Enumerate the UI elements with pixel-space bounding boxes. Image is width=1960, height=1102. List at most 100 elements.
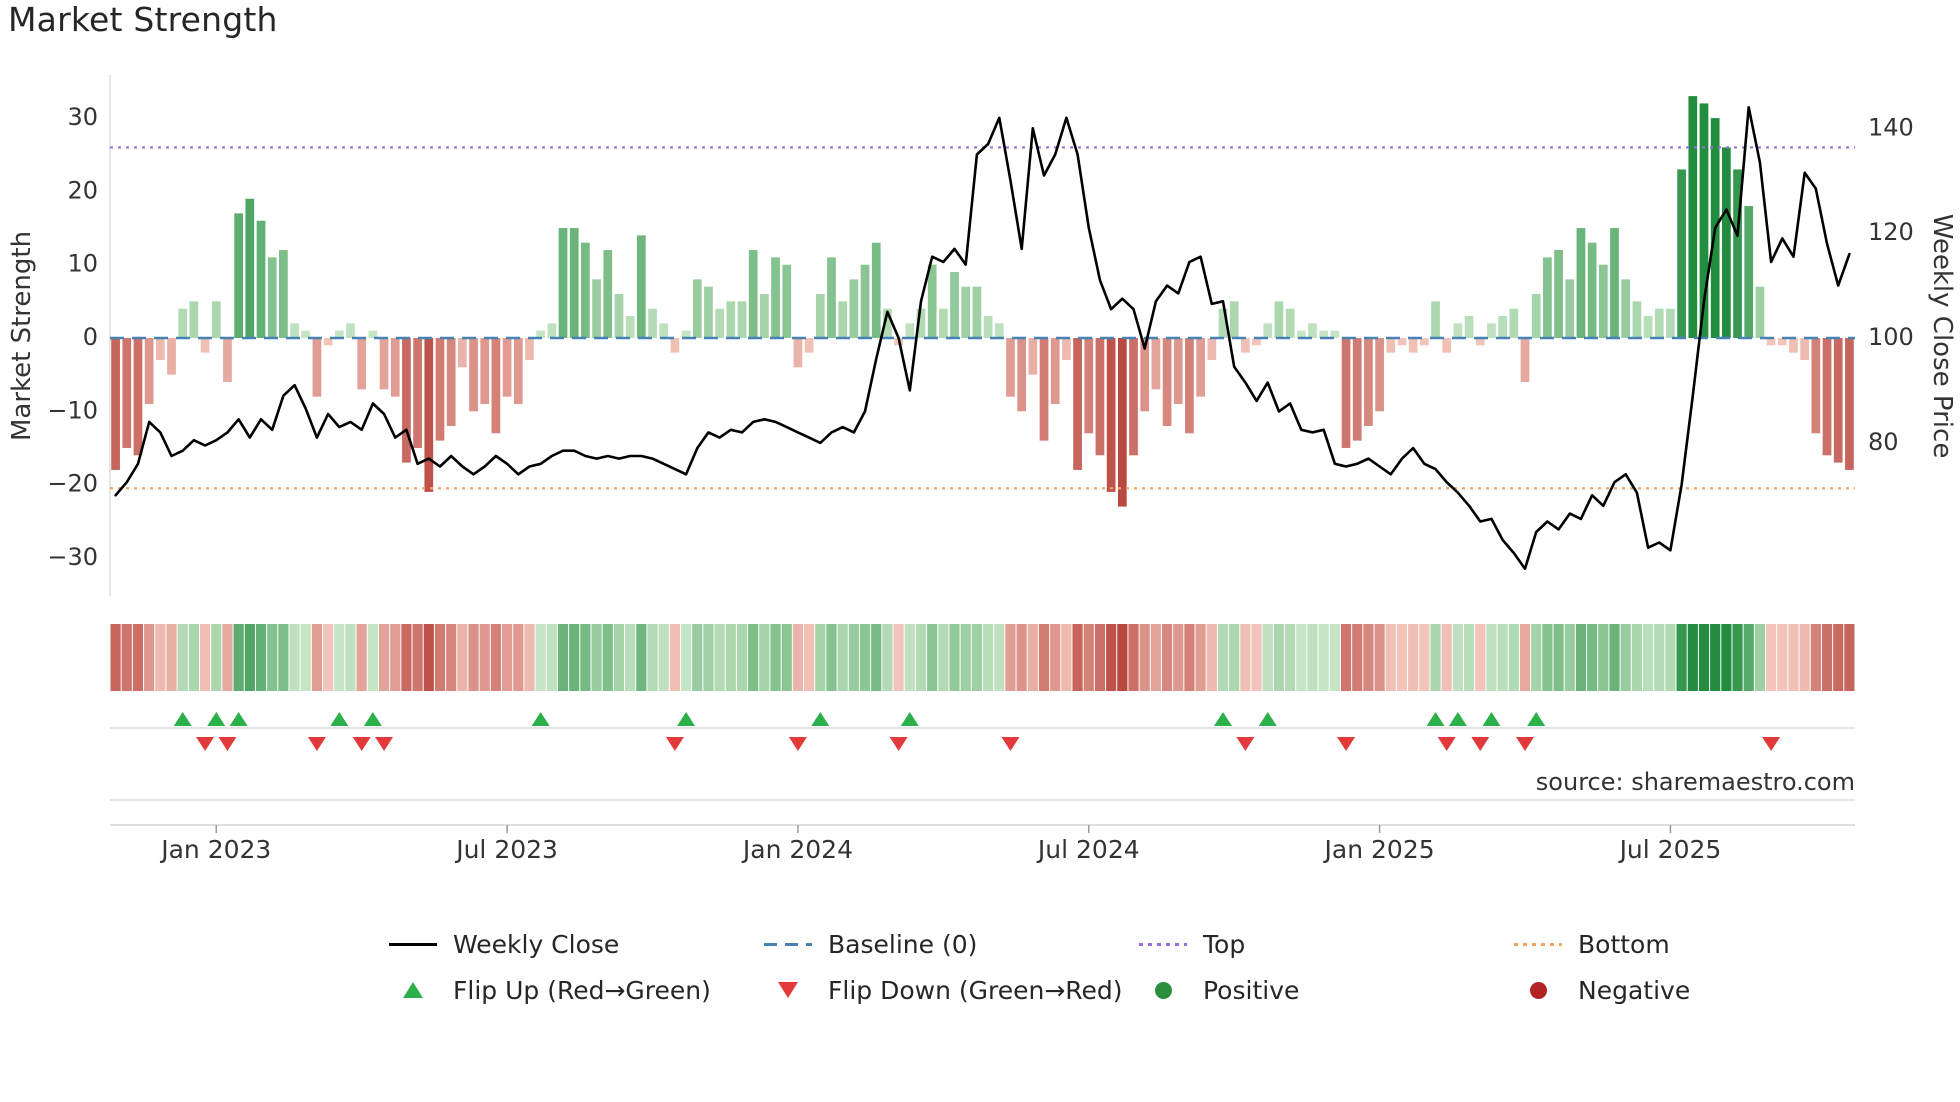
flip-down-marker: [1001, 737, 1020, 751]
heatmap-cell: [804, 624, 815, 691]
heatmap-cell: [949, 624, 960, 691]
strength-bar: [938, 308, 948, 338]
x-tick-label: Jan 2024: [741, 835, 853, 864]
strength-bar: [413, 338, 422, 448]
heatmap-cell: [1564, 624, 1575, 691]
strength-bar: [1565, 279, 1575, 338]
strength-bar: [1777, 338, 1787, 346]
heatmap-cell: [1240, 624, 1251, 691]
strength-bar: [1419, 338, 1429, 346]
heatmap-cell: [490, 624, 502, 691]
heatmap-cell: [781, 624, 792, 691]
strength-bar: [1151, 338, 1161, 390]
heatmap-cell: [893, 624, 904, 691]
strength-bar: [1185, 338, 1194, 434]
strength-bar: [1006, 338, 1015, 397]
heatmap-cell: [1094, 624, 1106, 691]
strength-bar: [357, 338, 367, 390]
strength-bar: [793, 338, 803, 368]
heatmap-cell: [199, 624, 211, 691]
legend-item-bottom: Bottom: [1513, 927, 1848, 961]
strength-bar: [256, 220, 266, 338]
strength-bar: [1050, 338, 1060, 404]
legend-item-negative: Negative: [1513, 973, 1848, 1007]
heatmap-cell: [994, 624, 1005, 691]
heatmap-cell: [1833, 624, 1844, 691]
strength-bar: [346, 323, 355, 338]
heatmap-cell: [1754, 624, 1766, 691]
heatmap-cell: [1083, 624, 1094, 691]
left-tick-label: 20: [67, 176, 98, 204]
heatmap-cell: [1475, 624, 1486, 691]
right-tick-label: 140: [1868, 113, 1914, 141]
strength-bar: [312, 338, 322, 397]
strength-bar: [1218, 308, 1228, 338]
strength-bar: [189, 301, 199, 338]
flip-down-marker: [218, 737, 237, 751]
heatmap-cell: [110, 624, 121, 691]
strength-bar: [1755, 286, 1765, 338]
heatmap-cell: [1441, 624, 1452, 691]
strength-bar: [144, 338, 154, 404]
chart-area: 30 20 10 0 −10 −20 −30 140 120 100 80 Market Streng…: [0, 40, 1960, 875]
legend-item-baseline: Baseline (0): [763, 927, 1138, 961]
flip-down-marker: [1471, 737, 1490, 751]
heatmap-cell: [669, 624, 680, 691]
heatmap-cell: [826, 624, 837, 691]
strength-bar: [648, 308, 657, 338]
strength-bar: [1319, 330, 1329, 338]
strength-bar: [1106, 338, 1116, 492]
flip-up-marker: [207, 712, 226, 726]
strength-bar: [737, 301, 747, 338]
strength-bar: [1285, 308, 1295, 338]
strength-bar: [1095, 338, 1105, 456]
strength-bar: [334, 330, 344, 338]
heatmap-cell: [1799, 624, 1810, 691]
heatmap-cell: [513, 624, 524, 691]
strength-bar: [1241, 338, 1250, 353]
flip-up-marker: [1448, 712, 1467, 726]
heatmap-cell: [1318, 624, 1329, 691]
heatmap-cell: [983, 624, 994, 691]
heatmap-cell: [1452, 624, 1463, 691]
heatmap-cell: [770, 624, 781, 691]
flip-down-marker: [196, 737, 215, 751]
heatmap-cell: [502, 624, 513, 691]
heatmap-cell: [1732, 624, 1743, 691]
heatmap-cell: [680, 624, 692, 691]
strength-bar: [692, 279, 702, 338]
strength-bar: [1677, 169, 1686, 338]
strength-bar: [1598, 264, 1608, 338]
heatmap-cell: [658, 624, 669, 691]
strength-bar: [983, 316, 993, 338]
flip-down-marker: [665, 737, 684, 751]
legend-label: Bottom: [1578, 929, 1670, 959]
heatmap-cell: [1519, 624, 1531, 691]
heatmap-cell: [367, 624, 378, 691]
strength-bar: [480, 338, 490, 404]
heatmap-cell: [636, 624, 647, 691]
heatmap-cell: [1027, 624, 1038, 691]
strength-bar: [849, 279, 859, 338]
strength-bar: [1263, 323, 1273, 338]
right-axis-title: Weekly Close Price: [1927, 214, 1957, 459]
strength-bar: [301, 330, 311, 338]
heatmap-cell: [323, 624, 334, 691]
strength-bar: [1117, 338, 1127, 507]
heatmap-cell: [378, 624, 390, 691]
heatmap-cell: [815, 624, 826, 691]
legend-label: Baseline (0): [828, 929, 978, 959]
heatmap-cell: [736, 624, 748, 691]
strength-bar: [446, 338, 456, 426]
strength-bar: [681, 330, 691, 338]
heatmap-cell: [244, 624, 255, 691]
heatmap-cell: [356, 624, 367, 691]
heatmap-cell: [1128, 624, 1139, 691]
heatmap-cell: [289, 624, 300, 691]
heatmap-cell: [591, 624, 602, 691]
flip-up-marker: [1258, 712, 1277, 726]
strength-bar: [1062, 338, 1071, 360]
legend-label: Top: [1203, 929, 1246, 959]
left-tick-label: −10: [47, 396, 98, 424]
strength-bar: [200, 338, 210, 353]
